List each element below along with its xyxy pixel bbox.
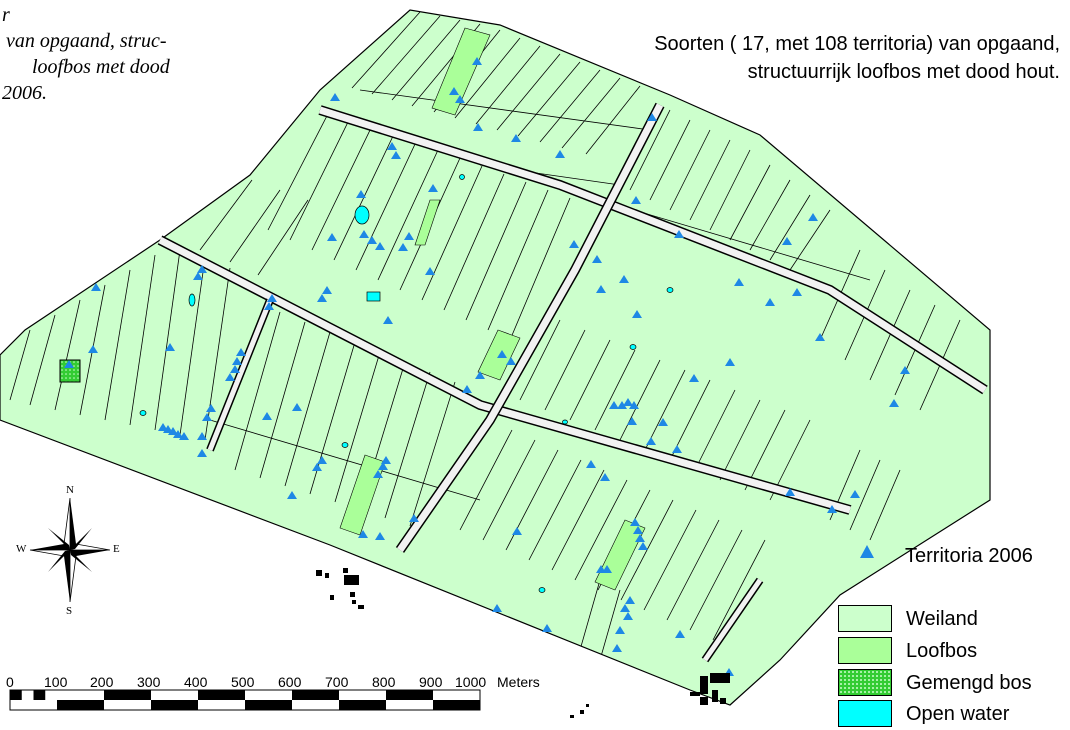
parcel-lines (9, 11, 961, 661)
legend-label: Gemengd bos (906, 672, 1032, 694)
scale-tick-label: 500 (231, 674, 255, 690)
scale-tick-label: 400 (184, 674, 208, 690)
territoria-legend-icon (860, 545, 874, 558)
compass-n-label: N (66, 484, 74, 496)
territoria-markers (64, 57, 910, 676)
scale-tick-label: 900 (419, 674, 443, 690)
title-left-line: 2006. (2, 82, 47, 104)
legend-item-gemengd-bos: Gemengd bos (838, 669, 1070, 699)
scale-tick-label: 0 (6, 674, 14, 690)
roads (157, 102, 988, 663)
scale-tick-label: 200 (90, 674, 114, 690)
scale-tick-label: 700 (325, 674, 349, 690)
compass-w-label: W (16, 543, 27, 555)
scale-tick-label: 600 (278, 674, 302, 690)
weiland-swatch (838, 605, 892, 632)
legend-item-weiland: Weiland (838, 605, 1070, 635)
scale-bar (9, 689, 481, 711)
legend-label: Open water (906, 703, 1010, 725)
title-right-line: structuurrijk loofbos met dood hout. (747, 61, 1060, 83)
loofbos-swatch (838, 637, 892, 664)
title-left-line: r (2, 4, 10, 26)
map-title-left: r van opgaand, struc- loofbos met dood 2… (2, 2, 170, 106)
map-title-right: Soorten ( 17, met 108 territoria) van op… (654, 30, 1060, 86)
compass-s-label: S (66, 605, 73, 617)
title-right-line: Soorten ( 17, met 108 territoria) van op… (654, 33, 1060, 55)
scale-tick-label: 100 (44, 674, 68, 690)
legend-label: Loofbos (906, 640, 978, 662)
legend-item-open-water: Open water (838, 700, 1070, 730)
gemengd-bos-swatch (838, 669, 892, 696)
open-water-swatch (838, 700, 892, 727)
territoria-legend-label: Territoria 2006 (905, 545, 1033, 567)
scale-tick-label: 800 (372, 674, 396, 690)
compass-e-label: E (113, 543, 120, 555)
scale-unit-label: Meters (497, 674, 540, 690)
legend-label: Weiland (906, 608, 978, 630)
compass-rose (29, 497, 111, 603)
scale-tick-label: 1000 (455, 674, 487, 690)
scale-tick-label: 300 (137, 674, 161, 690)
legend-item-loofbos: Loofbos (838, 637, 1070, 667)
title-left-line: loofbos met dood (32, 56, 170, 78)
title-left-line: van opgaand, struc- (6, 30, 167, 52)
gemengd-bos-patch (59, 359, 81, 383)
buildings (316, 568, 730, 718)
open-water-ponds (139, 174, 674, 593)
